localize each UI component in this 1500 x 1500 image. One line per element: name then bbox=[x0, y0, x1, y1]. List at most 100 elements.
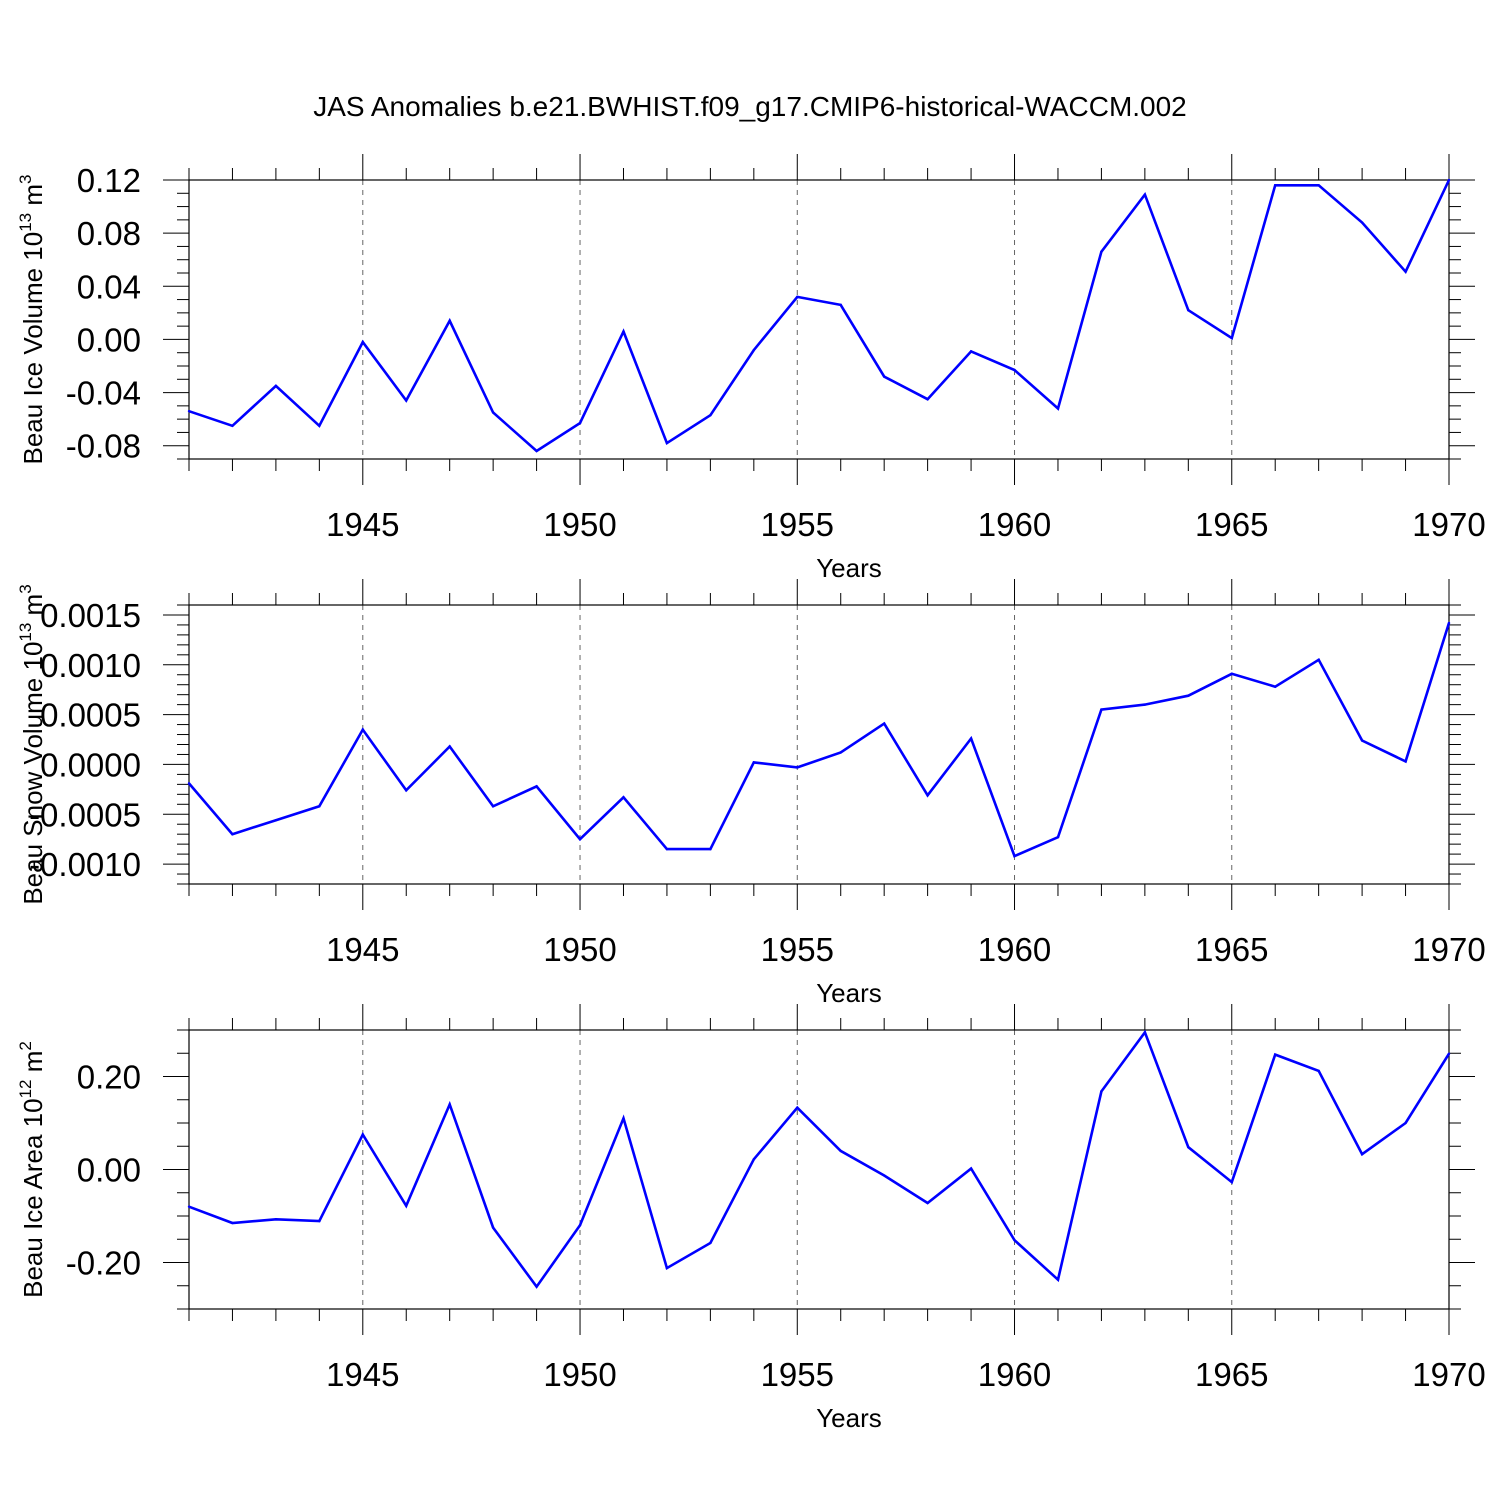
data-point bbox=[709, 413, 712, 417]
y-axis-label-unit: m bbox=[18, 594, 48, 623]
x-tick-label: 1950 bbox=[543, 1356, 616, 1393]
panel-3: -0.20 0.00 0.20 1945 1950 1955 1960 1965 1970 Yea… bbox=[16, 1004, 1486, 1433]
y-axis-label-exponent: 13 bbox=[16, 213, 35, 232]
data-point bbox=[1013, 368, 1016, 372]
data-point bbox=[1100, 1090, 1103, 1093]
panel-2: -0.0010 -0.0005 0.0000 0.0005 0.0010 0.0015 19… bbox=[16, 579, 1486, 1008]
data-point bbox=[1100, 708, 1103, 711]
data-point bbox=[535, 1285, 538, 1288]
data-point bbox=[274, 1218, 278, 1221]
data-point bbox=[1056, 407, 1060, 410]
series-line bbox=[188, 179, 1451, 453]
data-point bbox=[839, 751, 842, 754]
data-point bbox=[491, 805, 495, 808]
data-point bbox=[1447, 1052, 1451, 1055]
y-tick-label: 0.0010 bbox=[40, 647, 141, 684]
y-tick-label: -0.0010 bbox=[29, 846, 141, 883]
data-point bbox=[969, 1167, 973, 1170]
data-point bbox=[361, 340, 364, 344]
figure-title: JAS Anomalies b.e21.BWHIST.f09_g17.CMIP6… bbox=[313, 91, 1187, 122]
x-axis-label: Years bbox=[816, 553, 882, 583]
y-tick-label: -0.0005 bbox=[29, 796, 141, 833]
data-point bbox=[1274, 1053, 1277, 1056]
x-axis-label: Years bbox=[816, 978, 882, 1008]
x-axis-label: Years bbox=[816, 1403, 882, 1433]
data-point bbox=[231, 1221, 234, 1225]
data-point bbox=[535, 785, 538, 788]
data-point bbox=[839, 1149, 842, 1153]
y-tick-label: 0.00 bbox=[77, 321, 141, 358]
data-point bbox=[1187, 1145, 1190, 1149]
data-point bbox=[187, 409, 191, 413]
y-axis-label-main: Beau Ice Area 10 bbox=[18, 1098, 48, 1297]
data-point bbox=[1056, 835, 1060, 839]
plot-frame bbox=[188, 179, 1450, 460]
y-axis-label: Beau Ice Area 1012 m2 bbox=[16, 1041, 48, 1298]
data-point bbox=[752, 1158, 756, 1161]
data-point bbox=[1447, 621, 1451, 625]
series-line bbox=[188, 622, 1451, 858]
x-tick-label: 1945 bbox=[326, 506, 399, 543]
data-point bbox=[1447, 178, 1451, 182]
data-point bbox=[796, 766, 799, 769]
data-point bbox=[318, 1219, 321, 1223]
data-point bbox=[361, 728, 364, 731]
data-point bbox=[318, 805, 321, 808]
data-point bbox=[448, 1103, 451, 1106]
data-point bbox=[1274, 685, 1277, 688]
data-point bbox=[187, 1205, 191, 1208]
data-point bbox=[318, 424, 321, 427]
data-point bbox=[839, 303, 842, 307]
data-point bbox=[622, 330, 625, 333]
x-tick-label: 1945 bbox=[326, 1356, 399, 1393]
data-point bbox=[1360, 221, 1364, 224]
data-point bbox=[622, 796, 625, 799]
data-point bbox=[796, 1106, 799, 1109]
data-point bbox=[578, 837, 582, 841]
data-point bbox=[1317, 658, 1320, 662]
data-point bbox=[1274, 184, 1277, 187]
x-tick-label: 1945 bbox=[326, 931, 399, 968]
y-tick-label: -0.04 bbox=[66, 375, 141, 412]
data-point bbox=[1404, 760, 1407, 763]
data-point bbox=[969, 737, 973, 740]
x-tick-label: 1955 bbox=[761, 1356, 834, 1393]
data-point bbox=[796, 295, 799, 299]
data-point bbox=[491, 1226, 495, 1229]
data-point bbox=[1230, 672, 1233, 675]
data-point bbox=[1187, 309, 1190, 312]
data-point bbox=[1056, 1278, 1060, 1281]
data-point bbox=[1404, 270, 1407, 273]
data-point bbox=[926, 398, 929, 401]
data-point bbox=[1100, 250, 1103, 253]
data-point bbox=[1317, 184, 1320, 187]
data-point bbox=[1317, 1069, 1320, 1073]
y-axis-label: Beau Ice Volume 1013 m3 bbox=[16, 175, 48, 465]
data-point bbox=[578, 1224, 582, 1227]
data-point bbox=[448, 745, 451, 748]
x-tick-label: 1960 bbox=[978, 931, 1051, 968]
y-axis-label-exponent: 13 bbox=[16, 623, 35, 642]
x-tick-label: 1950 bbox=[543, 931, 616, 968]
data-point bbox=[491, 411, 495, 414]
y-tick-label: 0.0000 bbox=[40, 746, 141, 783]
data-point bbox=[1013, 854, 1016, 858]
data-point bbox=[1404, 1121, 1407, 1125]
data-point bbox=[752, 761, 756, 764]
plot-frame bbox=[188, 604, 1450, 885]
y-axis-label-main: Beau Snow Volume 10 bbox=[18, 642, 48, 905]
data-point bbox=[882, 375, 886, 378]
panel-1: -0.08 -0.04 0.00 0.04 0.08 0.12 1945 1950 1955 19… bbox=[16, 154, 1486, 583]
data-point bbox=[1143, 193, 1147, 196]
data-point bbox=[405, 1204, 408, 1207]
data-point bbox=[405, 399, 408, 402]
data-point bbox=[1143, 703, 1147, 706]
y-tick-label: 0.20 bbox=[77, 1059, 141, 1096]
data-point bbox=[926, 1201, 929, 1205]
x-tick-label: 1960 bbox=[978, 506, 1051, 543]
data-point bbox=[231, 424, 234, 427]
x-tick-label: 1955 bbox=[761, 506, 834, 543]
data-point bbox=[274, 819, 278, 822]
data-point bbox=[665, 847, 669, 851]
